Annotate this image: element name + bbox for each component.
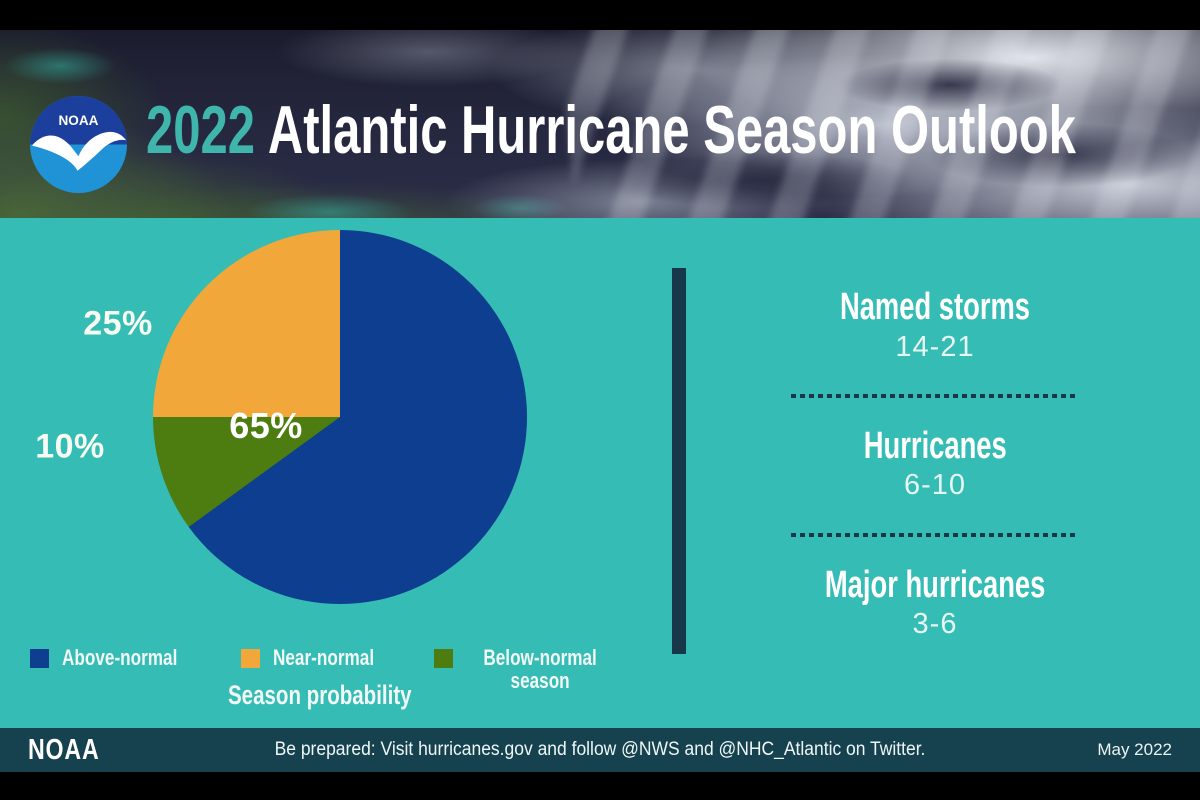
satellite-banner: NOAA 2022 Atlantic Hurricane Season Outlo…: [0, 30, 1200, 218]
legend-item-near-normal: Near-normal: [241, 646, 403, 669]
vertical-divider: [672, 268, 686, 654]
pie-chart: [153, 230, 527, 604]
legend-label-below-normal: Below-normal season: [483, 645, 597, 694]
legend-item-above-normal: Above-normal: [30, 646, 210, 669]
chart-title: Season probability: [228, 680, 412, 710]
footer-org: NOAA: [28, 733, 100, 766]
stats-panel: Named storms 14-21 Hurricanes 6-10 Major…: [730, 286, 1140, 642]
noaa-logo-text: NOAA: [59, 113, 99, 128]
footer-bar: NOAA Be prepared: Visit hurricanes.gov a…: [0, 728, 1200, 772]
stat-label-named-storms: Named storms: [839, 286, 1031, 328]
stat-range-major-hurricanes: 3-6: [912, 608, 958, 641]
stat-label-major-hurricanes: Major hurricanes: [824, 563, 1046, 606]
footer-message: Be prepared: Visit hurricanes.gov and fo…: [274, 739, 926, 760]
legend-swatch-above-normal: [30, 649, 49, 668]
stat-range-hurricanes: 6-10: [903, 469, 967, 502]
legend-swatch-near-normal: [241, 649, 260, 668]
stat-named-storms: Named storms 14-21: [730, 286, 1140, 365]
main-panel: 65% 25% 10% Above-normal Near-normal Bel…: [0, 218, 1200, 728]
stat-hurricanes: Hurricanes 6-10: [730, 425, 1140, 504]
stat-major-hurricanes: Major hurricanes 3-6: [730, 564, 1140, 643]
legend-label-near-normal: Near-normal: [273, 645, 375, 670]
noaa-logo-icon: NOAA: [30, 96, 127, 193]
title-year: 2022: [146, 92, 255, 168]
title-text: Atlantic Hurricane Season Outlook: [267, 92, 1076, 168]
stat-label-hurricanes: Hurricanes: [863, 424, 1007, 467]
legend-label-above-normal: Above-normal: [62, 645, 178, 670]
legend-swatch-below-normal: [434, 649, 453, 668]
pie-label-below-normal: 10%: [35, 427, 105, 466]
noaa-logo: NOAA: [30, 96, 127, 193]
footer-date: May 2022: [1097, 740, 1172, 759]
dotted-separator: [791, 532, 1079, 537]
dotted-separator: [791, 393, 1079, 398]
legend-item-below-normal: Below-normal season: [434, 646, 656, 692]
pie-label-above-normal: 65%: [229, 405, 303, 446]
page-title: 2022 Atlantic Hurricane Season Outlook: [146, 96, 1076, 164]
pie-label-near-normal: 25%: [83, 304, 153, 343]
stat-range-named-storms: 14-21: [895, 330, 975, 363]
